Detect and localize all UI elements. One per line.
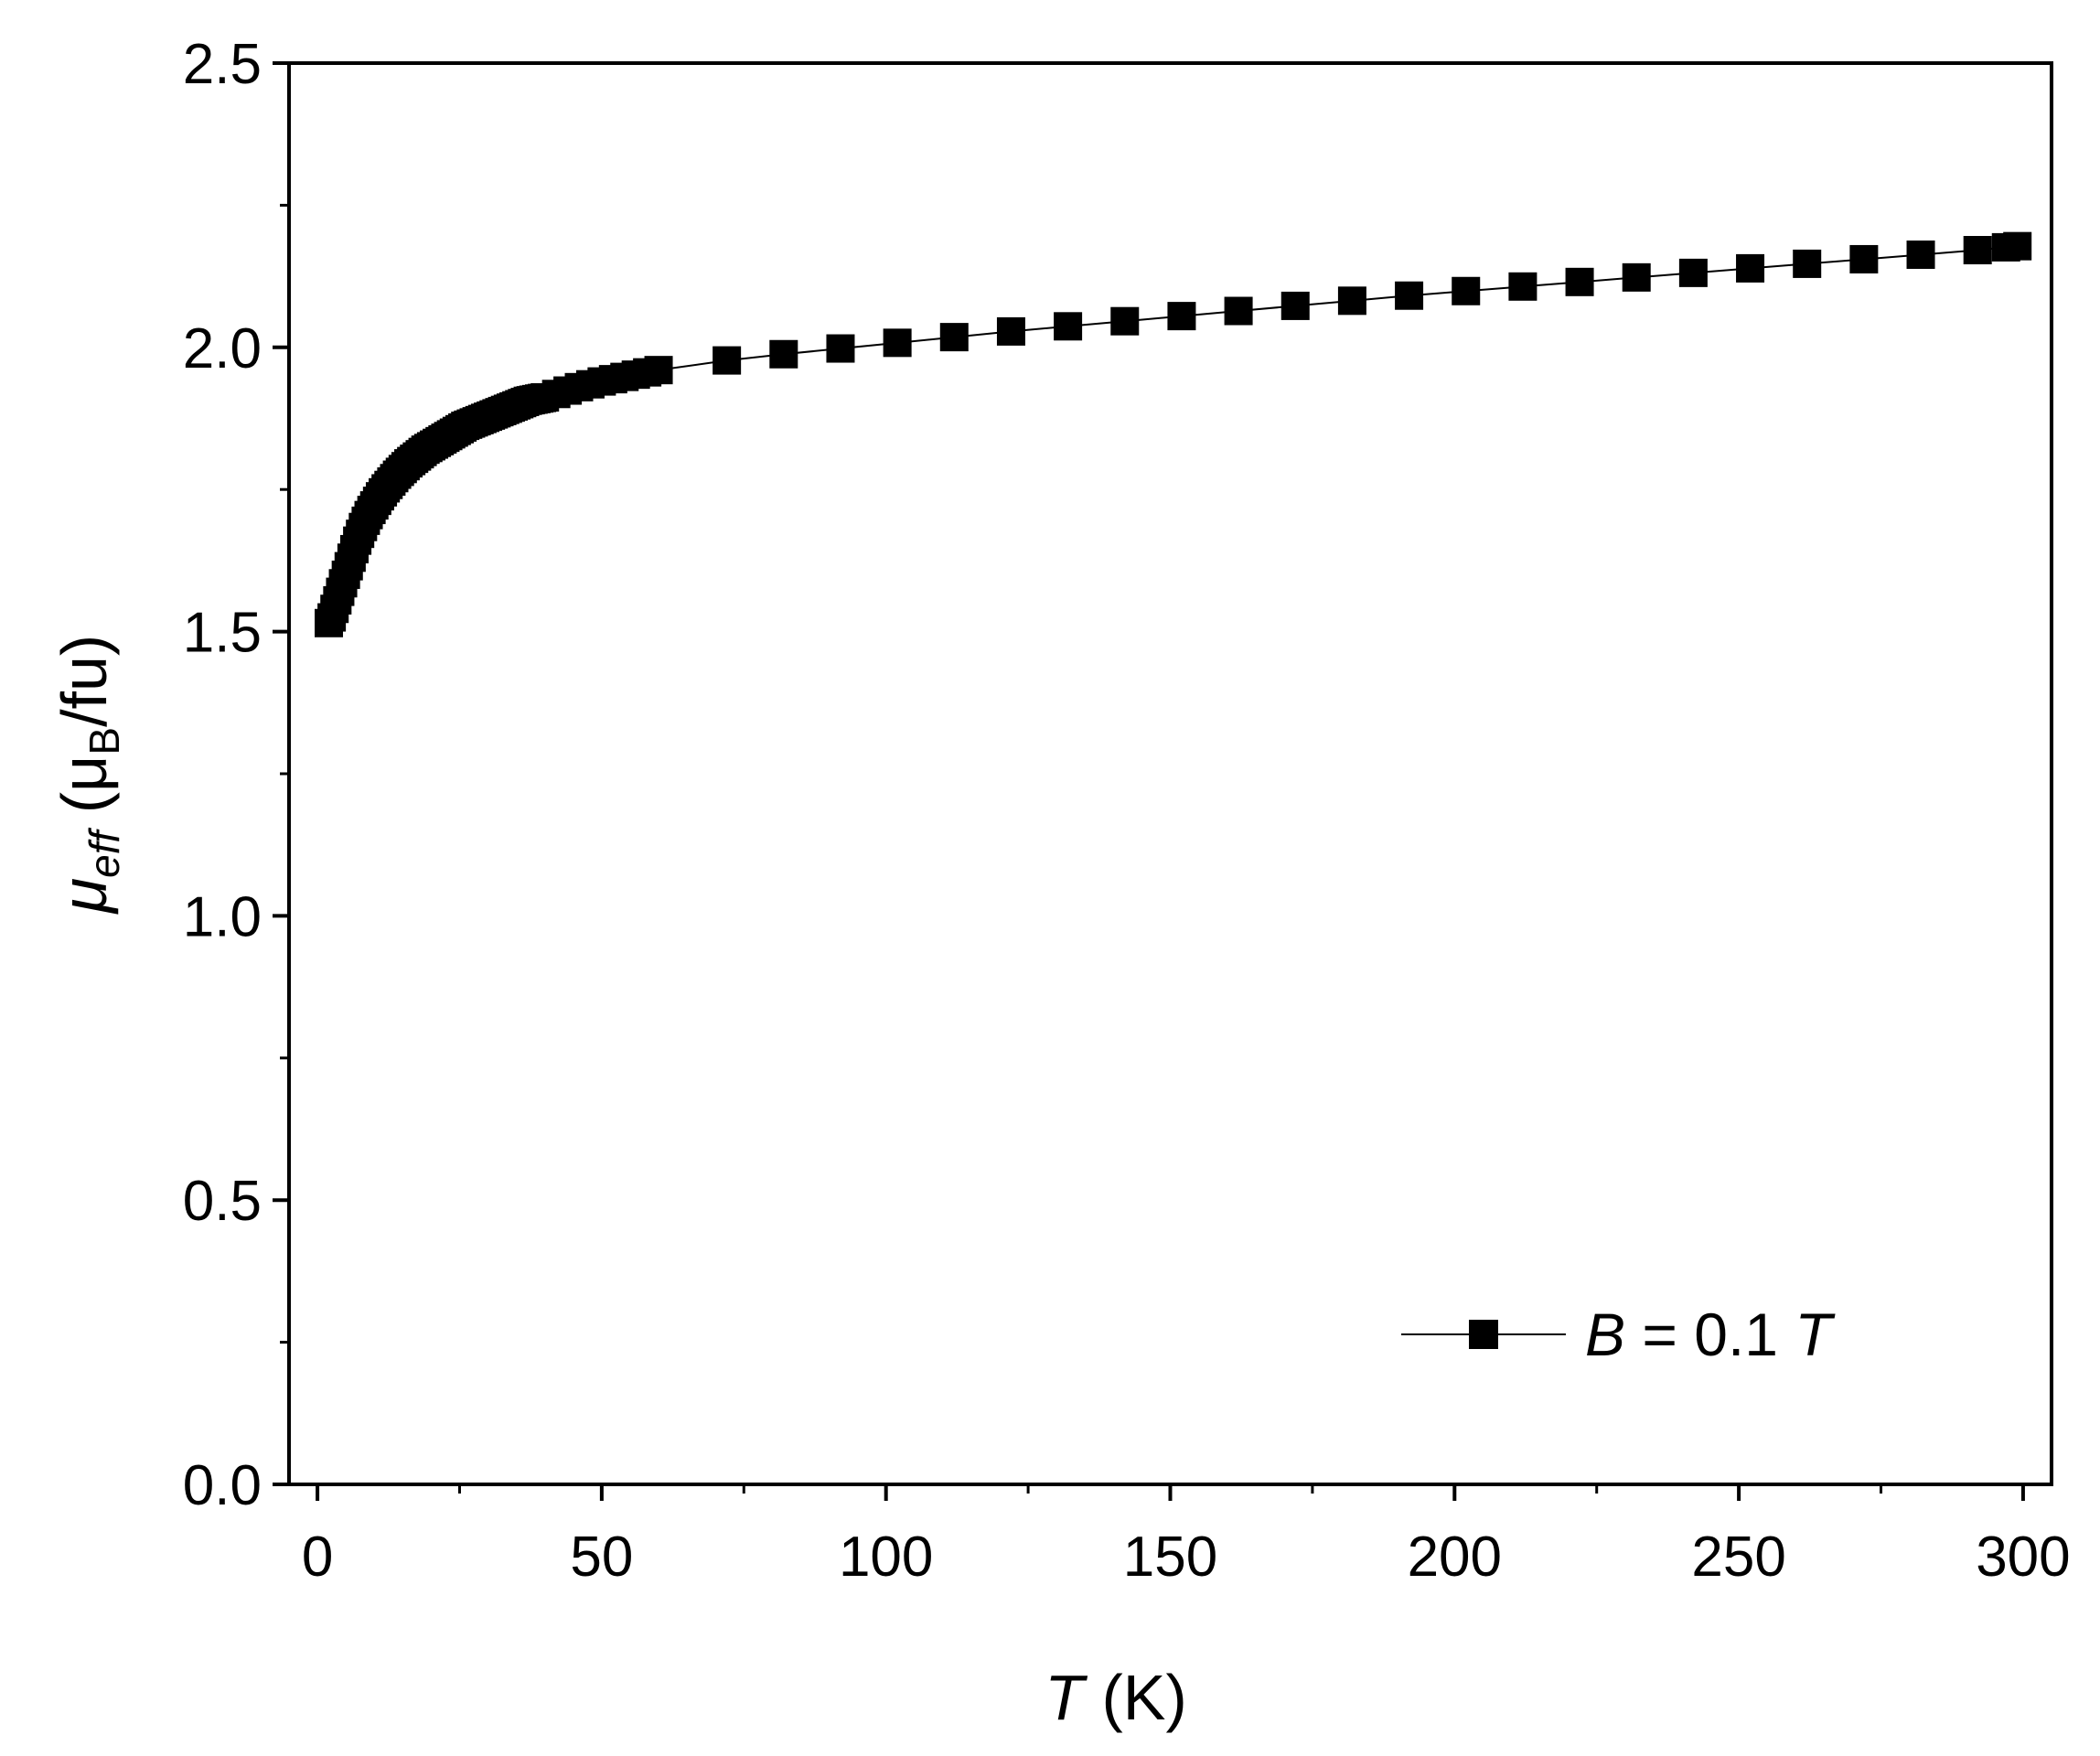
- data-point: [1793, 249, 1822, 278]
- data-point: [2003, 231, 2032, 261]
- x-tick-label: 100: [839, 1526, 933, 1589]
- y-tick-label: 1.0: [183, 885, 262, 948]
- data-point: [883, 328, 912, 358]
- data-point: [1508, 272, 1538, 301]
- x-tick-label: 150: [1123, 1526, 1217, 1589]
- x-axis-title: T (K): [1045, 1662, 1187, 1733]
- axis-tick-labels: 0 50 100 150 200 250 300 0.0 0.5 1.0 1.5 2.0 2.5: [183, 33, 2071, 1589]
- data-point: [1736, 253, 1765, 283]
- y-tick-label: 1.5: [183, 602, 262, 665]
- data-point: [996, 316, 1025, 346]
- x-tick-label: 250: [1691, 1526, 1785, 1589]
- y-tick-label: 2.0: [183, 317, 262, 380]
- data-point: [1622, 262, 1651, 292]
- data-point: [1963, 236, 1992, 265]
- data-point: [769, 339, 798, 369]
- data-point: [1167, 302, 1196, 331]
- y-tick-label: 0.0: [183, 1454, 262, 1517]
- y-tick-label: 0.5: [183, 1170, 262, 1233]
- x-tick-label: 200: [1408, 1526, 1502, 1589]
- series-markers: [315, 231, 2032, 637]
- data-point: [1110, 306, 1140, 336]
- data-point: [1337, 286, 1366, 316]
- data-point: [1452, 276, 1481, 305]
- data-point: [1395, 281, 1424, 310]
- y-tick-label: 2.5: [183, 33, 262, 96]
- data-point: [939, 323, 969, 352]
- data-point: [1224, 296, 1253, 326]
- data-point: [1565, 267, 1594, 296]
- data-point: [712, 346, 742, 375]
- x-tick-label: 50: [570, 1526, 633, 1589]
- data-point: [826, 334, 855, 363]
- x-tick-label: 300: [1976, 1526, 2070, 1589]
- data-point: [1054, 312, 1083, 341]
- data-point: [1678, 258, 1708, 287]
- plot-frame: [287, 61, 2053, 1486]
- data-point: [1849, 244, 1879, 273]
- data-point: [1280, 291, 1310, 320]
- legend: B = 0.1 T: [1401, 1301, 1836, 1368]
- legend-label: B = 0.1 T: [1585, 1301, 1836, 1368]
- data-point: [644, 356, 673, 385]
- data-point: [1906, 240, 1935, 269]
- axis-ticks: [273, 61, 2025, 1501]
- legend-marker: [1469, 1320, 1498, 1349]
- y-axis-title: μeff (μB/fu): [48, 635, 128, 915]
- x-tick-label: 0: [302, 1526, 333, 1589]
